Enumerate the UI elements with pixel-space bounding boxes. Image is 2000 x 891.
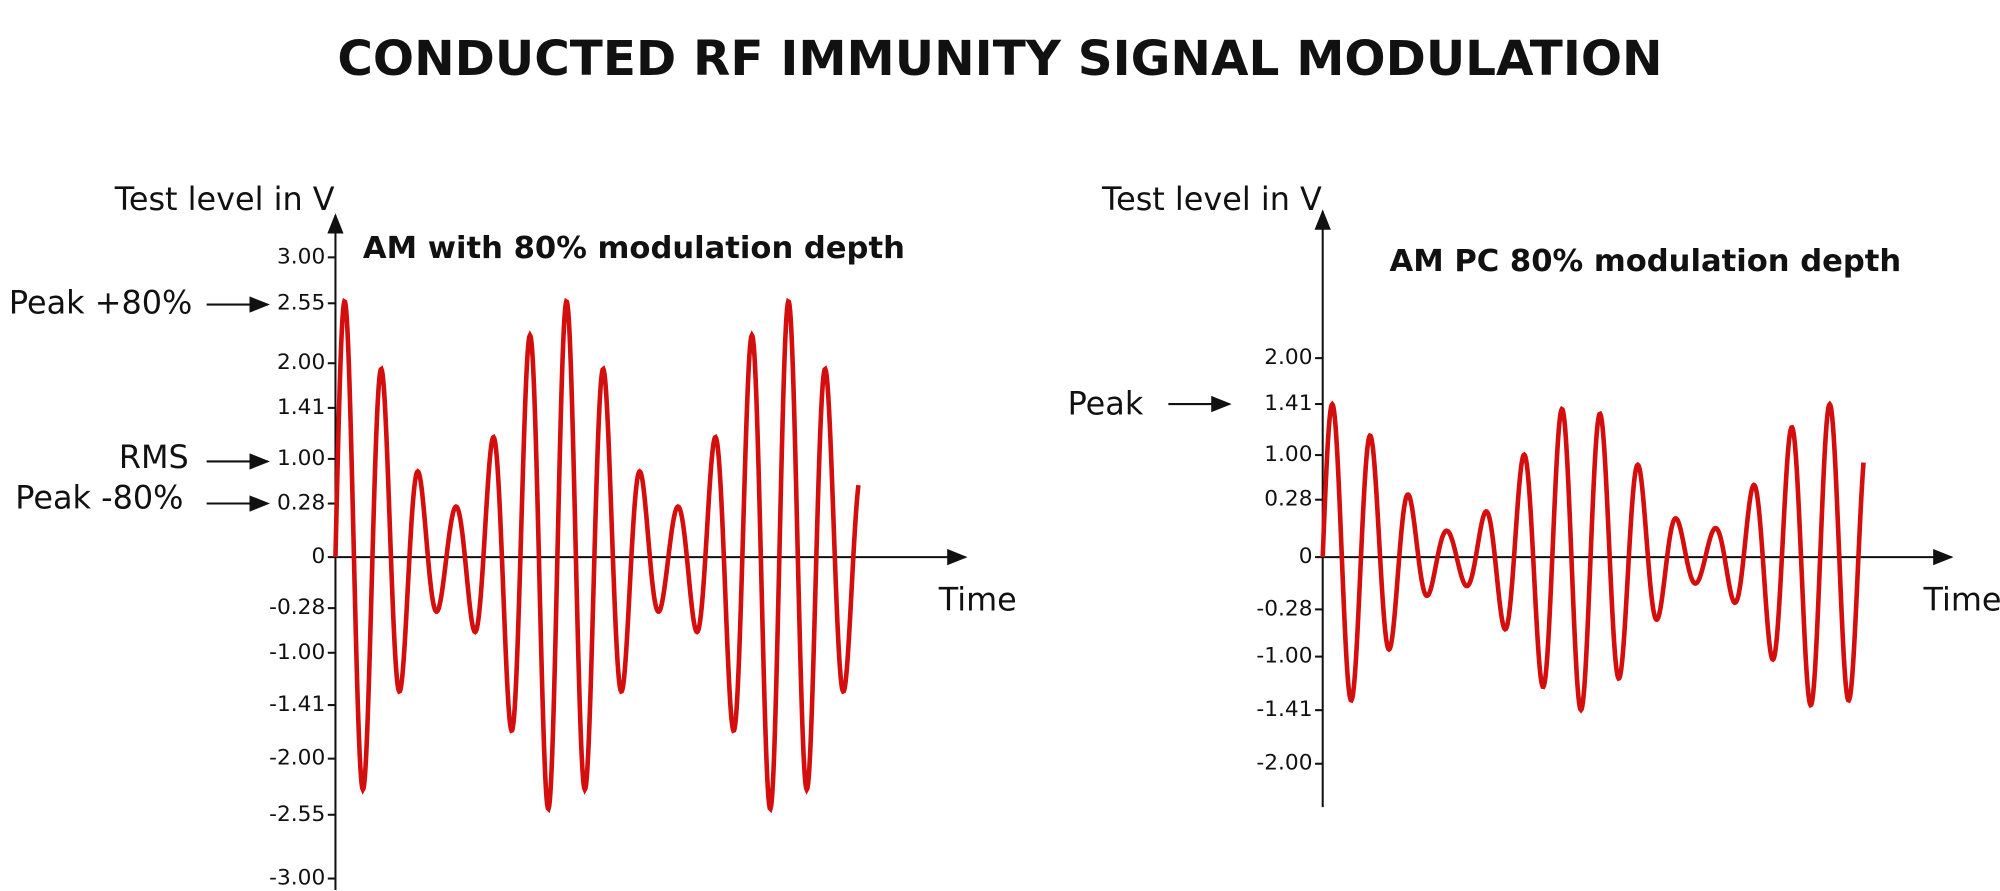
tick-label: -1.41: [1256, 697, 1312, 722]
tick-label: -1.41: [269, 692, 325, 717]
waveform: [333, 297, 861, 814]
tick-label: -3.00: [269, 866, 325, 891]
x-label: Time: [938, 581, 1017, 619]
annotation: RMS: [119, 438, 189, 476]
tick-label: -2.55: [269, 802, 325, 827]
tick-label: -0.28: [1256, 596, 1312, 621]
tick-label: 1.00: [1264, 442, 1312, 467]
annotation: Peak -80%: [15, 479, 183, 517]
tick-label: 3.00: [277, 244, 325, 269]
annotation: Peak +80%: [9, 284, 192, 322]
tick-label: -2.00: [1256, 751, 1312, 776]
x-label: Time: [1922, 581, 2000, 619]
tick-label: 0: [1299, 544, 1313, 569]
tick-label: 1.00: [277, 446, 325, 471]
tick-label: 0.28: [1264, 487, 1312, 512]
tick-label: -1.00: [1256, 644, 1312, 669]
axis-label: Test level in V: [114, 180, 335, 218]
tick-label: 2.55: [277, 290, 325, 315]
tick-label: -1.00: [269, 640, 325, 665]
tick-label: 2.00: [277, 350, 325, 375]
subtitle: AM with 80% modulation depth: [363, 231, 905, 266]
waveform: [1320, 400, 1866, 714]
tick-label: 2.00: [1264, 345, 1312, 370]
tick-label: 0.28: [277, 491, 325, 516]
tick-label: 1.41: [277, 395, 325, 420]
subtitle: AM PC 80% modulation depth: [1390, 244, 1902, 279]
annotation: Peak: [1068, 384, 1144, 422]
axis-label: Test level in V: [1101, 180, 1322, 218]
tick-label: -0.28: [269, 595, 325, 620]
tick-label: 1.41: [1264, 391, 1312, 416]
tick-label: -2.00: [269, 746, 325, 771]
title: CONDUCTED RF IMMUNITY SIGNAL MODULATION: [337, 31, 1662, 87]
tick-label: 0: [311, 544, 325, 569]
